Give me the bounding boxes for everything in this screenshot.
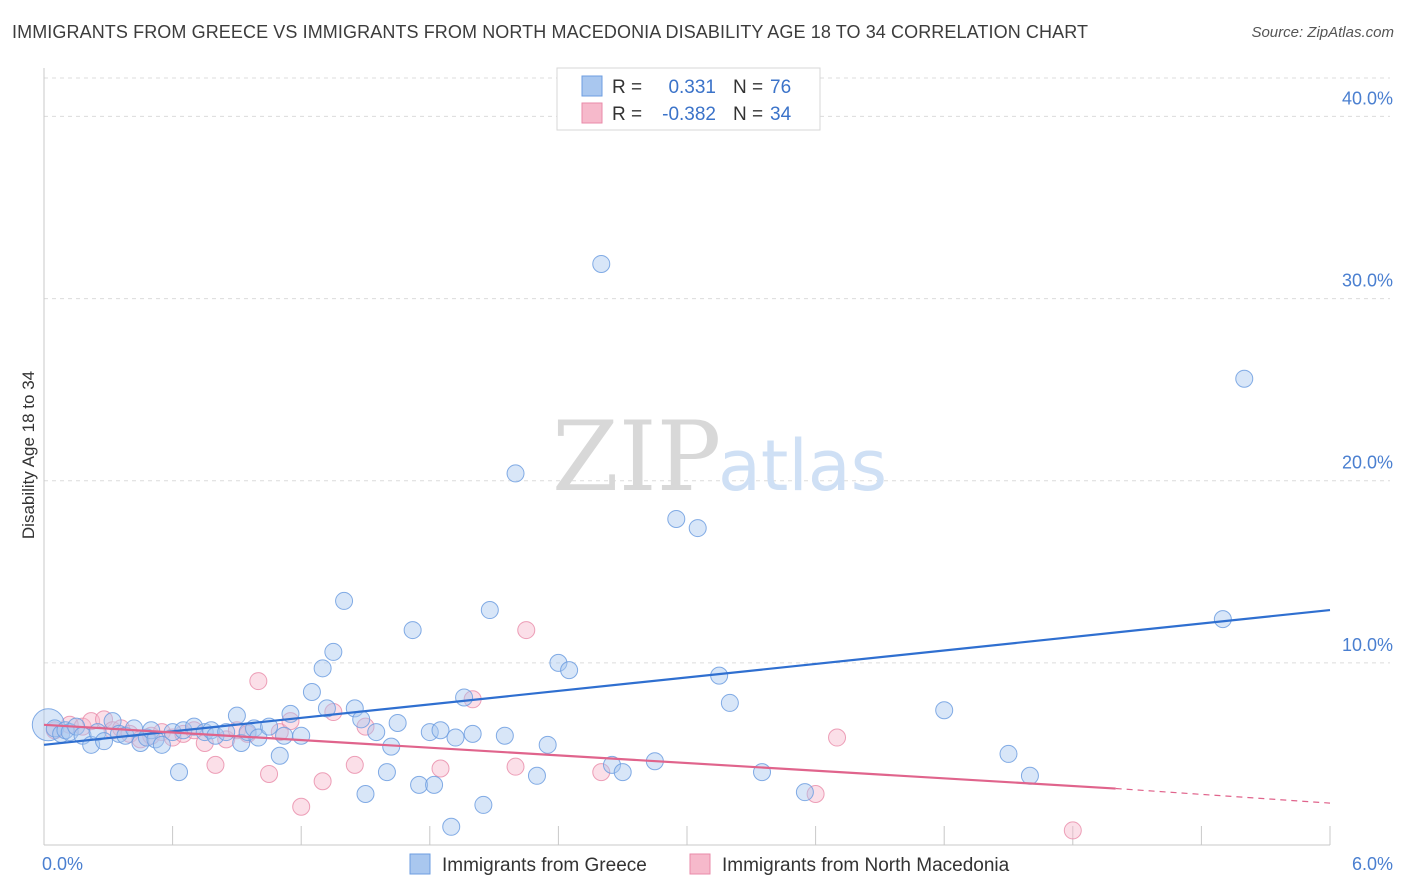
data-point-greece <box>446 728 465 747</box>
legend-r-value: -0.382 <box>662 104 716 125</box>
data-point-greece <box>592 254 611 273</box>
data-point-greece <box>95 732 114 751</box>
data-point-greece <box>367 723 386 742</box>
data-point-greece <box>317 699 336 718</box>
data-point-greece <box>560 661 579 680</box>
data-point-greece <box>527 766 546 785</box>
data-point-north-macedonia <box>517 621 536 640</box>
data-point-greece <box>388 713 407 732</box>
x-tick-labels: 0.0% 6.0% <box>42 854 1393 874</box>
data-point-greece <box>549 653 568 672</box>
data-point-greece <box>431 721 450 740</box>
axes <box>43 68 1331 846</box>
data-point-greece <box>185 717 204 736</box>
data-point-greece <box>403 621 422 640</box>
data-point-greece <box>227 706 246 725</box>
data-point-greece <box>232 734 251 752</box>
data-point-greece <box>442 817 461 836</box>
data-point-north-macedonia <box>506 757 525 776</box>
data-point-greece <box>356 785 375 803</box>
data-point-north-macedonia <box>313 772 332 791</box>
data-point-greece <box>302 683 321 701</box>
data-point-greece <box>270 746 289 765</box>
bottom-legend-label-north-macedonia: Immigrants from North Macedonia <box>722 855 1010 876</box>
data-point-greece <box>455 688 474 707</box>
legend-r-value: 0.331 <box>668 77 716 98</box>
data-point-greece <box>795 783 814 802</box>
data-point-greece <box>313 659 332 678</box>
data-point-greece <box>1020 766 1039 785</box>
data-point-greece <box>335 591 354 610</box>
data-point-north-macedonia <box>249 672 268 691</box>
data-point-north-macedonia <box>828 728 847 747</box>
data-point-greece <box>667 509 686 528</box>
trend-line-north-macedonia <box>43 723 1116 790</box>
data-point-greece <box>410 775 429 794</box>
data-point-greece <box>480 601 499 620</box>
data-point-greece <box>495 726 514 745</box>
bottom-legend-swatch-north-macedonia <box>689 853 711 875</box>
legend-swatch-north-macedonia <box>581 102 603 124</box>
watermark: ZIP atlas <box>552 401 887 513</box>
data-point-greece <box>352 710 371 729</box>
data-point-greece <box>613 763 632 782</box>
trend-line-north-macedonia-extension <box>1115 787 1331 804</box>
data-point-greece <box>506 464 525 483</box>
y-tick-label: 10.0% <box>1342 635 1393 655</box>
legend-r-label: R = <box>612 104 642 125</box>
y-axis-label: Disability Age 18 to 34 <box>19 371 38 539</box>
bottom-legend: Immigrants from Greece Immigrants from N… <box>409 853 1010 876</box>
data-point-greece <box>935 701 954 720</box>
legend-n-value: 76 <box>770 77 791 98</box>
bottom-legend-label-greece: Immigrants from Greece <box>442 855 647 876</box>
data-point-greece <box>152 735 171 754</box>
source-credit: Source: ZipAtlas.com <box>1251 24 1394 41</box>
data-point-greece <box>275 726 294 745</box>
data-point-greece <box>1213 610 1232 629</box>
y-tick-label: 20.0% <box>1342 453 1393 473</box>
greece-points <box>31 254 1254 836</box>
legend-box: R = 0.331 N = 76 R = -0.382 N = 34 <box>556 67 821 131</box>
data-point-greece <box>538 735 557 754</box>
data-point-greece <box>463 724 482 743</box>
data-point-greece <box>688 519 707 538</box>
data-point-greece <box>1235 369 1254 388</box>
data-point-north-macedonia <box>1063 821 1082 840</box>
chart-title: IMMIGRANTS FROM GREECE VS IMMIGRANTS FRO… <box>12 22 1089 42</box>
data-point-greece <box>170 763 189 782</box>
data-point-north-macedonia <box>592 763 611 782</box>
data-point-north-macedonia <box>345 755 364 774</box>
x-tick-label: 6.0% <box>1352 854 1393 874</box>
watermark-zip: ZIP <box>552 401 721 513</box>
y-tick-labels: 10.0% 20.0% 30.0% 40.0% <box>1342 88 1393 654</box>
data-point-north-macedonia <box>260 764 279 783</box>
data-point-greece <box>720 693 739 712</box>
data-point-north-macedonia <box>206 755 225 774</box>
legend-n-value: 34 <box>770 104 792 125</box>
data-point-north-macedonia <box>431 759 450 778</box>
grid-lines <box>44 77 1390 664</box>
data-point-greece <box>602 755 621 774</box>
data-point-greece <box>377 763 396 782</box>
data-point-greece <box>324 642 343 661</box>
legend-n-label: N = <box>733 77 763 98</box>
data-point-north-macedonia <box>292 797 311 816</box>
data-point-greece <box>999 744 1018 763</box>
legend-swatch-greece <box>581 75 603 97</box>
data-point-greece <box>474 795 493 814</box>
legend-n-label: N = <box>733 104 763 125</box>
data-point-greece <box>425 775 444 794</box>
bottom-legend-swatch-greece <box>409 853 431 875</box>
x-tick-label: 0.0% <box>42 854 83 874</box>
trend-lines <box>43 608 1331 804</box>
watermark-atlas: atlas <box>718 425 887 507</box>
data-point-greece <box>292 726 311 745</box>
trend-line-greece <box>43 608 1331 746</box>
y-tick-label: 30.0% <box>1342 271 1393 291</box>
y-tick-label: 40.0% <box>1342 88 1393 108</box>
legend-r-label: R = <box>612 77 642 98</box>
